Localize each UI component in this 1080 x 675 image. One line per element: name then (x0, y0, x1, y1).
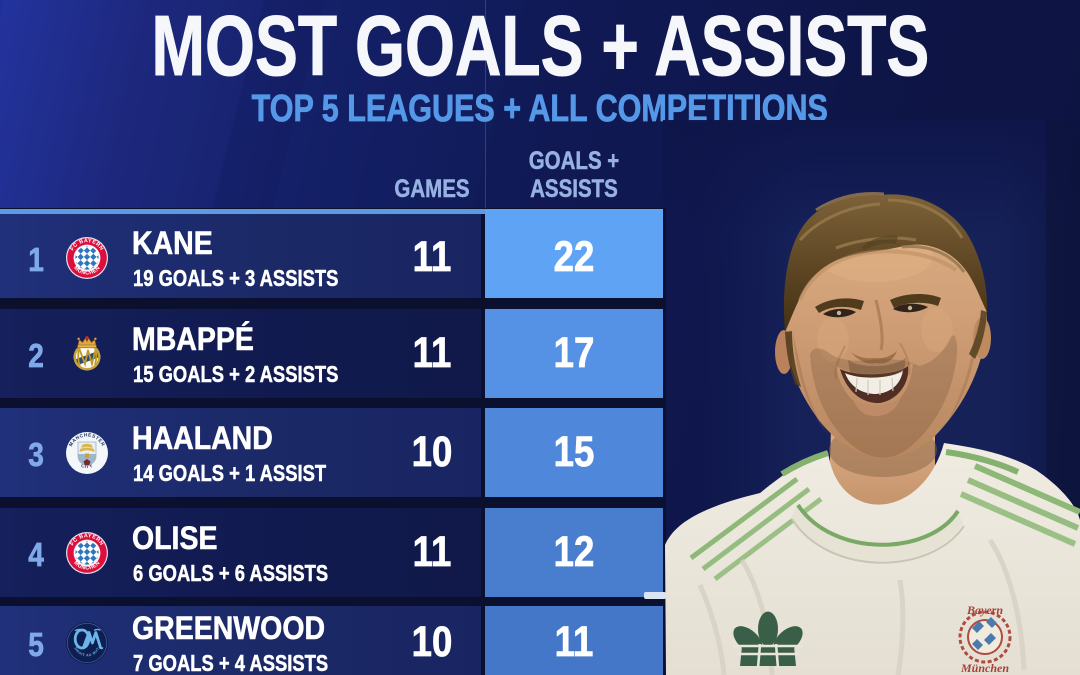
svg-text:MÜNCHEN: MÜNCHEN (72, 560, 101, 571)
svg-text:CITY: CITY (80, 463, 94, 470)
svg-text:Bayern: Bayern (966, 603, 1003, 617)
svg-text:München: München (960, 661, 1009, 675)
svg-text:MÜNCHEN: MÜNCHEN (72, 265, 101, 276)
